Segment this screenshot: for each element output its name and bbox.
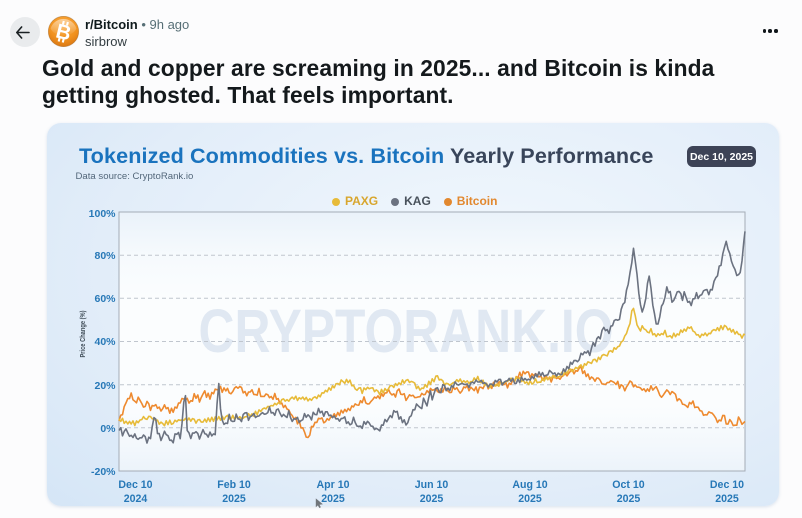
svg-text:0%: 0% — [100, 423, 116, 435]
svg-text:Feb 10: Feb 10 — [217, 479, 251, 491]
svg-text:100%: 100% — [89, 208, 117, 220]
svg-text:Oct 10: Oct 10 — [612, 479, 644, 491]
svg-text:-20%: -20% — [91, 466, 116, 478]
svg-text:80%: 80% — [94, 250, 116, 262]
svg-text:Jun 10: Jun 10 — [415, 479, 449, 491]
svg-text:60%: 60% — [94, 293, 116, 305]
svg-text:Dec 10: Dec 10 — [118, 479, 152, 491]
svg-text:2025: 2025 — [420, 493, 444, 505]
svg-text:Apr 10: Apr 10 — [317, 479, 350, 491]
svg-text:40%: 40% — [94, 336, 116, 348]
svg-text:2025: 2025 — [715, 493, 739, 505]
svg-text:Dec 10: Dec 10 — [710, 479, 744, 491]
svg-text:2025: 2025 — [518, 493, 542, 505]
svg-text:2025: 2025 — [321, 493, 345, 505]
svg-text:2025: 2025 — [617, 493, 641, 505]
svg-text:20%: 20% — [94, 380, 116, 392]
svg-text:Price Change (%): Price Change (%) — [78, 310, 87, 357]
svg-text:2025: 2025 — [222, 493, 246, 505]
svg-text:Aug 10: Aug 10 — [512, 479, 547, 491]
svg-text:2024: 2024 — [124, 493, 148, 505]
svg-text:CRYPTORANK.IO: CRYPTORANK.IO — [199, 297, 614, 365]
